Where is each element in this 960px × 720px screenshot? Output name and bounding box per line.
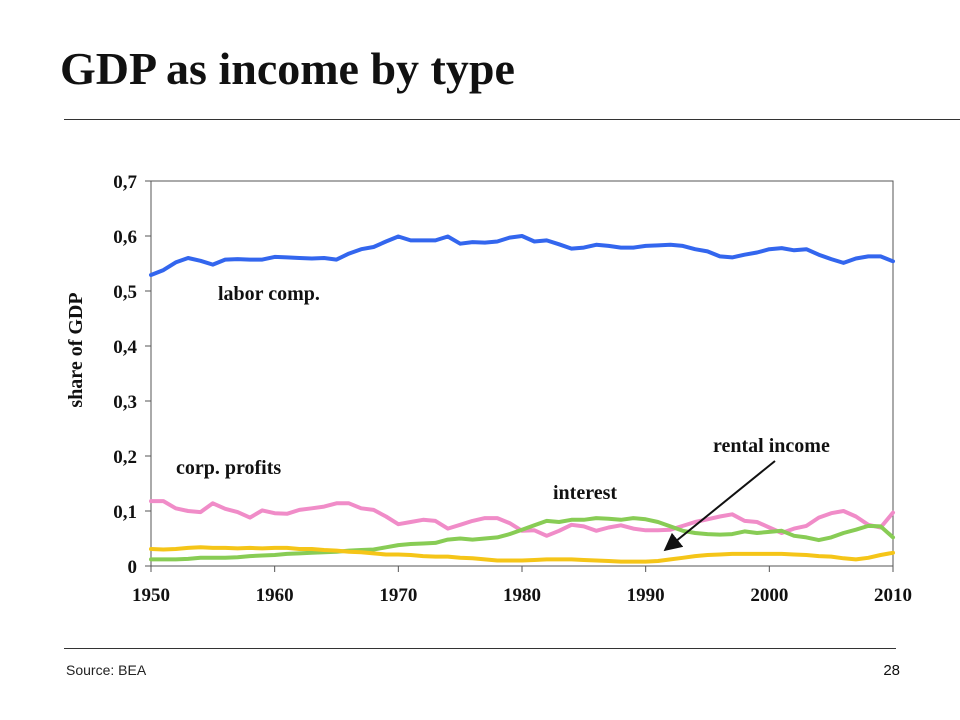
y-tick-label: 0 [128,557,138,578]
x-tick-label: 1980 [503,585,541,606]
y-tick-label: 0,7 [113,172,137,193]
source-note: Source: BEA [66,662,147,678]
x-tick-label: 2000 [750,585,788,606]
plot-area [150,180,894,567]
rental-income-arrow [663,460,776,552]
x-tick-label: 2010 [874,585,912,606]
series-line-rental-income [149,545,895,564]
title-divider [64,119,960,120]
y-tick-label: 0,3 [113,392,137,413]
series-lines [149,234,895,564]
label-labor-comp: labor comp. [218,283,320,305]
label-corp-profits: corp. profits [176,457,281,479]
y-tick-label: 0,6 [113,227,137,248]
x-tick-label: 1960 [256,585,294,606]
x-tick-label: 1950 [132,585,170,606]
y-axis-ticks: 0 0,1 0,2 0,3 0,4 0,5 0,6 0,7 [113,172,151,578]
footer-divider [64,648,896,649]
y-tick-label: 0,5 [113,282,137,303]
y-tick-label: 0,4 [113,337,137,358]
label-interest: interest [553,482,617,504]
y-tick-label: 0,2 [113,447,137,468]
x-axis-ticks: 1950 1960 1970 1980 1990 2000 2010 [132,566,912,606]
x-tick-label: 1990 [627,585,665,606]
label-rental-income: rental income [713,435,830,457]
series-line-labor-comp [149,234,895,277]
page-number: 28 [883,662,900,679]
slide-title: GDP as income by type [60,43,515,94]
y-axis-title: share of GDP [65,292,87,407]
y-tick-label: 0,1 [113,502,137,523]
x-tick-label: 1970 [379,585,417,606]
series-line-interest [149,516,895,562]
